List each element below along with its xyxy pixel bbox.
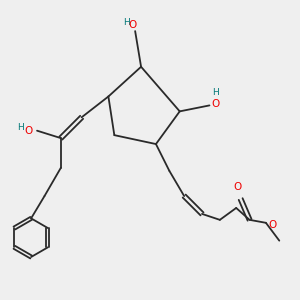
Text: O: O [233, 182, 241, 192]
Text: H: H [123, 18, 130, 27]
Text: O: O [24, 126, 32, 136]
Text: H: H [17, 123, 24, 132]
Text: O: O [128, 20, 136, 30]
Text: O: O [268, 220, 277, 230]
Text: O: O [211, 99, 219, 109]
Text: H: H [212, 88, 219, 97]
